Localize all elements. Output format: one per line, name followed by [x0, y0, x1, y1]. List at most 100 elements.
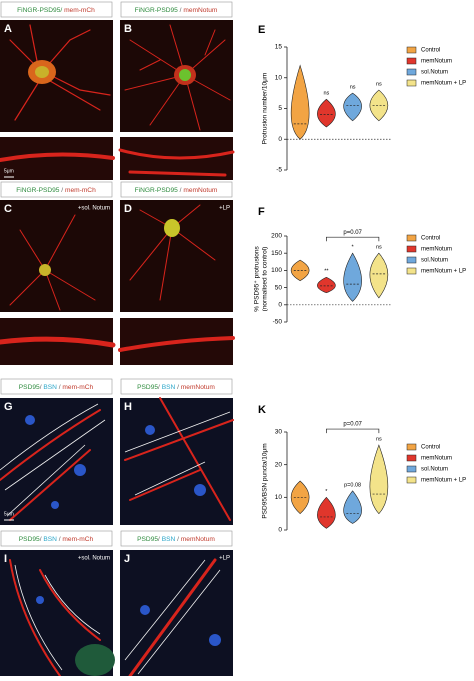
- significance: ns: [323, 91, 329, 97]
- legend-swatch: [406, 245, 417, 253]
- panel-header: FiNGR-PSD95 / mem-mCh: [16, 187, 96, 194]
- panel-header: PSD95/ BSN / memNotum: [137, 384, 215, 391]
- panel-overlay: +LP: [219, 206, 230, 212]
- legend-label: sol.Notum: [421, 258, 448, 264]
- panel-letter: G: [4, 401, 13, 413]
- header-part: FiNGR-PSD95: [16, 187, 60, 194]
- header-part: /: [178, 7, 184, 14]
- panel-overlay: +sol. Notum: [78, 556, 110, 562]
- panel-header-box: [120, 1, 233, 18]
- violin: [290, 259, 310, 282]
- y-axis-label: PSD95/BSN puncta/10μm: [262, 443, 269, 518]
- significance: *: [325, 489, 328, 495]
- legend-label: Control: [421, 445, 440, 451]
- violin: [290, 480, 310, 515]
- bracket-label: p=0.07: [343, 422, 362, 428]
- header-part: memNotum: [183, 7, 218, 14]
- header-part: FiNGR-PSD95: [135, 187, 179, 194]
- violin: [369, 89, 389, 122]
- y-tick-label: 10: [275, 74, 283, 81]
- header-part: BSN: [162, 384, 176, 391]
- panel-letter: C: [4, 203, 12, 215]
- significance: p=0.08: [344, 482, 361, 488]
- header-part: PSD95: [19, 536, 40, 543]
- significance: ns: [376, 82, 382, 88]
- panel-header-box: [120, 530, 233, 547]
- violin: [317, 98, 336, 128]
- legend-swatch: [406, 79, 417, 87]
- header-part: /: [178, 187, 184, 194]
- legend-label: memNotum: [421, 247, 452, 253]
- image-a: [0, 20, 113, 132]
- header-part: mem-mCh: [65, 187, 96, 194]
- panel-header: FiNGR-PSD95 / memNotum: [135, 7, 218, 14]
- legend-swatch: [406, 234, 417, 242]
- legend-label: Control: [421, 236, 440, 242]
- y-tick-label: 5: [278, 105, 282, 112]
- header-part: FiNGR-PSD95: [135, 7, 179, 14]
- image-h: [120, 398, 233, 525]
- significance: ns: [376, 437, 382, 443]
- header-part: PSD95: [19, 384, 40, 391]
- significance: ns: [350, 85, 356, 91]
- legend-label: sol.Notum: [421, 467, 448, 473]
- legend-swatch: [406, 57, 417, 65]
- panel-header-box: [0, 378, 113, 395]
- y-tick-label: -50: [273, 319, 283, 326]
- panel-letter: H: [124, 401, 132, 413]
- panel-header: FiNGR-PSD95/ mem-mCh: [17, 7, 95, 14]
- y-tick-label: 15: [275, 44, 283, 51]
- micrographs: 5μm 5μm: [0, 20, 235, 678]
- header-part: BSN: [162, 536, 176, 543]
- chart-letter: E: [258, 24, 265, 36]
- y-tick-label: 150: [271, 250, 282, 257]
- legend-swatch: [406, 267, 417, 275]
- y-tick-label: 30: [275, 429, 283, 436]
- legend-swatch: [406, 454, 417, 462]
- legend-label: memNotum + LP: [421, 81, 466, 87]
- image-c: [0, 200, 113, 312]
- significance: *: [352, 245, 355, 251]
- panel-overlay: +LP: [219, 556, 230, 562]
- significance: **: [324, 269, 329, 275]
- violin: [343, 490, 362, 524]
- header-part: mem-mCh: [62, 536, 93, 543]
- scale-label: 5μm: [4, 168, 14, 174]
- panel-header: PSD95/ BSN / memNotum: [137, 536, 215, 543]
- header-part: BSN: [43, 536, 57, 543]
- header-part: /: [40, 536, 44, 543]
- chart-letter: F: [258, 206, 265, 218]
- panel-header-box: [120, 378, 233, 395]
- panel-header-box: [120, 181, 233, 198]
- header-part: memNotum: [183, 187, 218, 194]
- panel-header-box: [0, 1, 113, 18]
- legend-swatch: [406, 46, 417, 54]
- legend-swatch: [406, 68, 417, 76]
- header-part: PSD95: [137, 384, 158, 391]
- y-tick-label: 200: [271, 233, 282, 240]
- y-axis-label: % PSD95⁺ protrusions: [254, 245, 261, 311]
- bracket: [326, 236, 380, 242]
- header-part: mem-mCh: [62, 384, 93, 391]
- panel-header-box: [0, 530, 113, 547]
- y-tick-label: 0: [278, 136, 282, 143]
- violin: [290, 64, 310, 140]
- header-part: /: [175, 536, 181, 543]
- panel-letter: J: [124, 553, 130, 565]
- panel-header-box: [0, 181, 113, 198]
- header-part: /: [57, 384, 63, 391]
- y-axis-label: Protrusion number/10μm: [262, 73, 269, 145]
- legend-swatch: [406, 256, 417, 264]
- legend-swatch: [406, 443, 417, 451]
- y-tick-label: 20: [275, 461, 283, 468]
- y-tick-label: 100: [271, 267, 282, 274]
- violin: [317, 276, 336, 294]
- legend-swatch: [406, 476, 417, 484]
- bracket-label: p=0.07: [343, 230, 362, 236]
- panel-header: PSD95/ BSN / mem-mCh: [19, 384, 94, 391]
- header-part: /: [175, 384, 181, 391]
- panel-letter: I: [4, 553, 7, 565]
- panel-header: PSD95/ BSN / mem-mCh: [19, 536, 94, 543]
